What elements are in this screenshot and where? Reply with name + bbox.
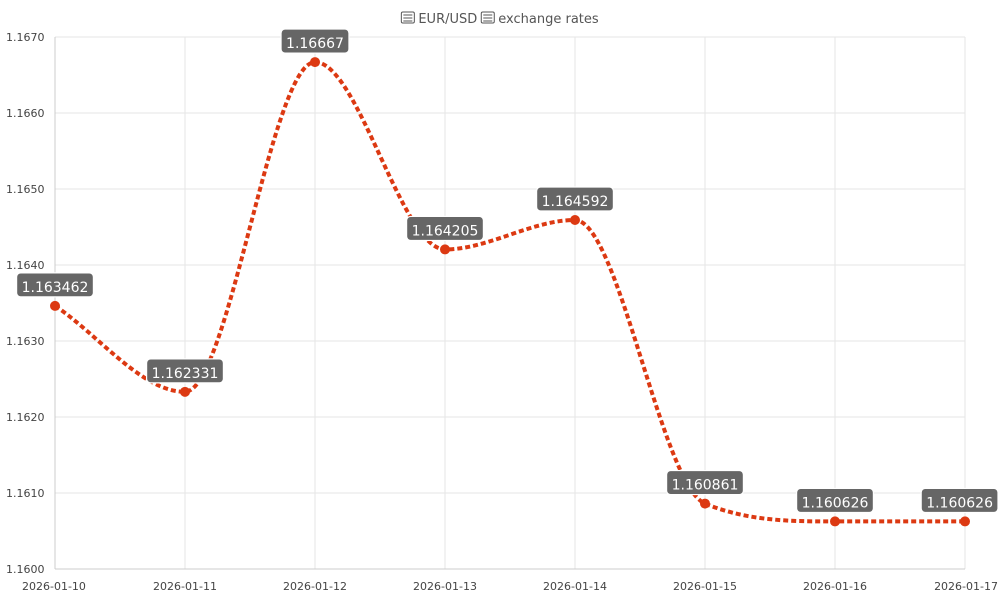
data-label-box — [145, 358, 225, 384]
x-tick-label: 2026-01-11 — [153, 580, 217, 593]
x-tick-label: 2026-01-15 — [673, 580, 737, 593]
data-label-box — [665, 469, 745, 496]
y-tick-label: 1.1650 — [6, 183, 45, 196]
y-tick-label: 1.1660 — [6, 107, 45, 120]
data-label: 1.163462 — [15, 272, 95, 298]
data-label-box — [15, 272, 95, 298]
y-tick-label: 1.1620 — [6, 411, 45, 424]
data-label-text: 1.16667 — [286, 36, 344, 52]
data-label: 1.164205 — [405, 215, 485, 242]
data-point[interactable] — [440, 244, 450, 255]
title-rest: exchange rates — [498, 12, 599, 27]
chart-title-text: EUR/USD exchange rates — [418, 12, 599, 27]
eu-flag-icon — [400, 11, 415, 24]
data-label-text: 1.162331 — [152, 366, 219, 382]
data-label-box — [535, 186, 615, 212]
data-point[interactable] — [830, 516, 840, 527]
y-tick-label: 1.1610 — [6, 487, 45, 500]
data-point[interactable] — [700, 498, 710, 509]
us-flag-icon — [480, 11, 495, 24]
x-tick-label: 2026-01-13 — [413, 580, 477, 593]
data-label-box — [920, 487, 999, 514]
x-tick-label: 2026-01-10 — [22, 580, 86, 593]
data-label: 1.164592 — [535, 186, 615, 212]
title-pair: EUR/USD — [418, 12, 477, 27]
y-tick-label: 1.1670 — [6, 31, 45, 44]
data-label-text: 1.160626 — [802, 495, 869, 511]
data-labels-layer: 1.163462 1.162331 1.16667 1.164205 1.164592 1… — [15, 28, 999, 514]
data-label: 1.16667 — [280, 28, 350, 54]
data-point[interactable] — [180, 386, 190, 397]
y-tick-label: 1.1640 — [6, 259, 45, 272]
chart-title: EUR/USD exchange rates — [400, 11, 599, 27]
data-label-box — [405, 215, 485, 242]
x-tick-label: 2026-01-17 — [934, 580, 998, 593]
data-label-text: 1.164205 — [412, 223, 479, 239]
data-label-box — [795, 487, 875, 514]
data-label-box — [280, 28, 350, 54]
points-layer — [50, 57, 970, 527]
series-line — [53, 60, 965, 524]
data-label-text: 1.160626 — [926, 495, 993, 511]
x-tick-label: 2026-01-12 — [283, 580, 347, 593]
data-point[interactable] — [570, 215, 580, 226]
data-label: 1.160626 — [795, 487, 875, 514]
y-tick-label: 1.1630 — [6, 335, 45, 348]
axes: 1.16001.16101.16201.16301.16401.16501.16… — [6, 31, 998, 593]
data-label: 1.160626 — [920, 487, 999, 514]
data-label-text: 1.163462 — [22, 280, 89, 296]
data-label: 1.160861 — [665, 469, 745, 496]
data-label: 1.162331 — [145, 358, 225, 384]
data-label-text: 1.164592 — [542, 194, 609, 210]
data-point[interactable] — [960, 516, 970, 527]
data-point[interactable] — [310, 57, 320, 68]
data-point[interactable] — [50, 300, 60, 311]
series-layer — [53, 60, 965, 524]
x-tick-label: 2026-01-14 — [543, 580, 607, 593]
y-tick-label: 1.1600 — [6, 563, 45, 576]
x-tick-label: 2026-01-16 — [803, 580, 867, 593]
data-label-text: 1.160861 — [672, 478, 739, 494]
